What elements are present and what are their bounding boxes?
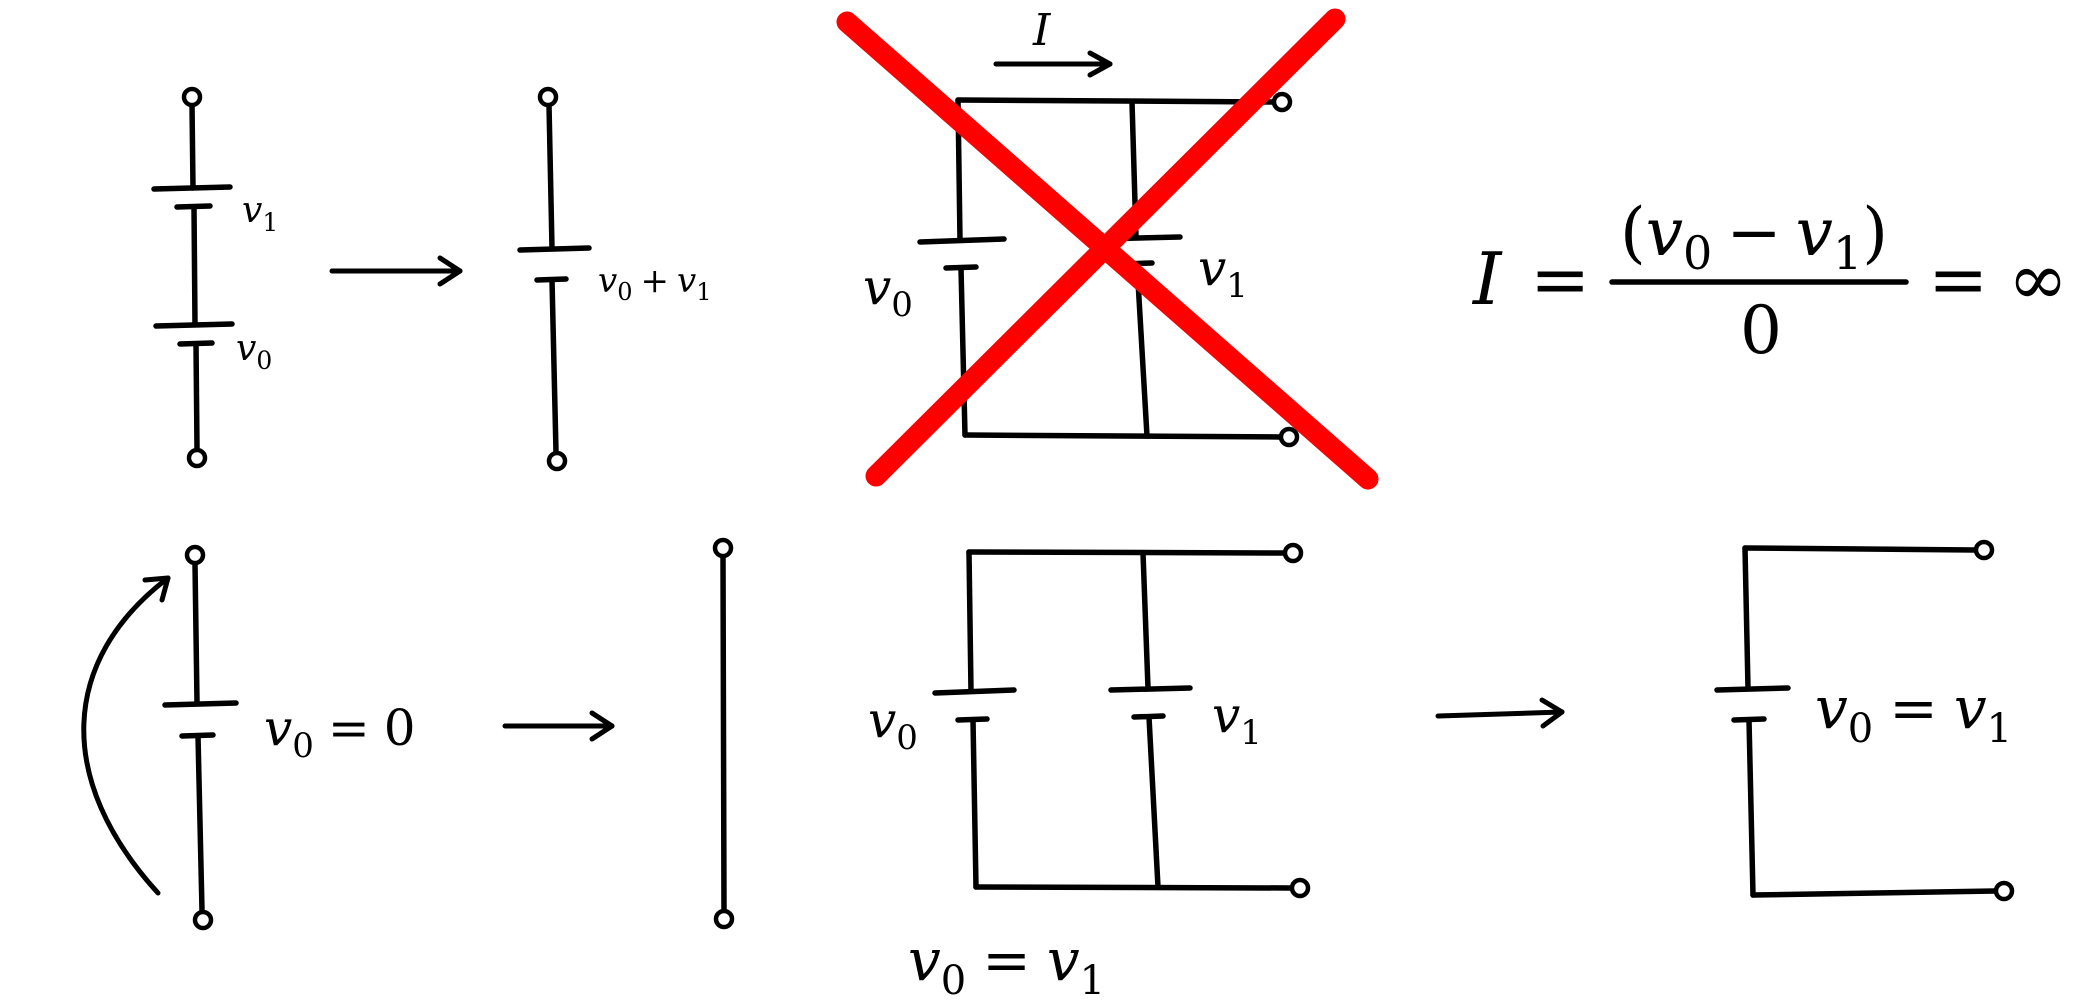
wire: [193, 341, 200, 451]
terminal: [184, 544, 206, 566]
series-pair-circuit: v1 v0: [151, 86, 278, 469]
battery-long-plate: [151, 184, 233, 192]
battery-left-label: v0: [863, 258, 913, 325]
terminal: [1282, 542, 1304, 564]
battery-lower-label: v0: [236, 328, 272, 375]
arrow-right-icon: [329, 255, 463, 287]
arrow-right-icon: [502, 710, 615, 742]
wire: [192, 561, 200, 705]
current-label: I: [1032, 5, 1052, 56]
wire: [720, 553, 727, 914]
wire: [970, 717, 979, 890]
equation-result: ∞: [2008, 237, 2068, 321]
wire: [195, 733, 205, 913]
equal-condition-label: v0 = v1: [908, 926, 1105, 1000]
terminal: [712, 537, 734, 559]
wire-top: [955, 97, 1276, 105]
terminal: [546, 450, 568, 472]
wire: [958, 265, 968, 438]
red-cross-icon: [836, 8, 1379, 490]
wire: [1746, 717, 1756, 898]
battery-long-plate: [153, 321, 235, 329]
battery-long-plate: [1714, 685, 1791, 693]
short-wire-circuit: [712, 537, 735, 930]
terminal: [1271, 91, 1293, 113]
zero-source-label: v0 = 0: [264, 699, 416, 766]
wire: [546, 102, 555, 251]
terminal: [1973, 539, 1995, 561]
equation-lhs: I: [1471, 237, 1503, 321]
wire: [1742, 545, 1751, 691]
curved-arrow-icon: [81, 575, 171, 896]
battery-long-plate: [932, 687, 1017, 696]
wire: [1134, 261, 1150, 439]
battery-right-label: v1: [1198, 239, 1248, 306]
battery-upper-label: v1: [242, 190, 278, 237]
wire: [549, 277, 559, 455]
parallel-unequal-circuit: I v0 v1: [836, 5, 1379, 490]
terminal: [537, 86, 559, 108]
wire-bottom: [962, 432, 1284, 440]
equation-equals: =: [1928, 237, 1988, 321]
single-equal-circuit: v0 = v1: [1714, 539, 2015, 902]
terminal: [1289, 877, 1311, 899]
terminal: [1993, 880, 2015, 902]
wire: [1146, 714, 1161, 890]
current-equation: I = (v0− v1) 0 = ∞: [1471, 194, 2068, 369]
battery-long-plate: [1108, 685, 1193, 693]
wire: [966, 549, 974, 694]
wire: [189, 101, 196, 191]
parallel-equal-circuit: v0 v1 v0 = v1: [868, 542, 1311, 1000]
wire: [1140, 550, 1151, 691]
single-source-label: v0 = v1: [1815, 674, 2012, 752]
combined-label: v0 + v1: [598, 261, 712, 306]
wire-top: [966, 549, 1286, 556]
wire-top: [1742, 545, 1978, 553]
battery-long-plate: [517, 245, 592, 253]
arrow-right-icon: [1435, 697, 1565, 729]
equation-numerator: (v0− v1): [1620, 194, 1888, 280]
battery-right-label: v1: [1212, 686, 1262, 753]
terminal: [181, 86, 203, 108]
terminal: [713, 908, 735, 930]
wire-bottom: [1750, 888, 1998, 898]
current-arrow-icon: [993, 50, 1113, 78]
zero-source-circuit: v0 = 0: [81, 544, 416, 931]
terminal: [192, 909, 214, 931]
equation-denominator: 0: [1740, 292, 1782, 369]
series-combined-circuit: v0 + v1: [517, 86, 712, 472]
wire: [191, 204, 198, 327]
battery-long-plate: [917, 236, 1007, 245]
terminal: [1278, 426, 1300, 448]
equation-equals: =: [1530, 237, 1590, 321]
battery-left-label: v0: [868, 691, 918, 758]
terminal: [186, 447, 208, 469]
wire-bottom: [973, 884, 1293, 891]
battery-long-plate: [162, 700, 239, 708]
